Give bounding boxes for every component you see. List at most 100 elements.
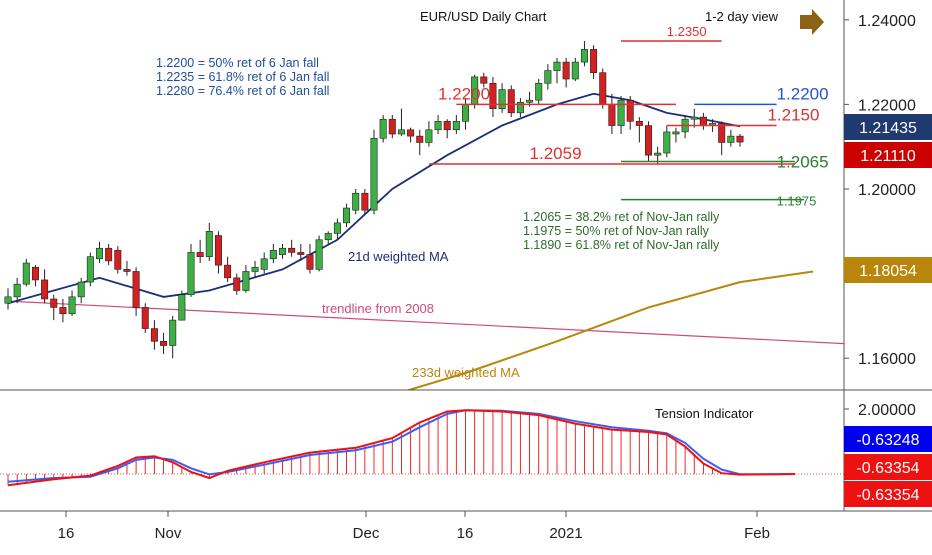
candle-body xyxy=(141,307,149,329)
candle xyxy=(233,273,241,295)
ma-233d-line xyxy=(405,270,814,390)
candle xyxy=(205,222,213,261)
x-tick-label: Feb xyxy=(744,525,770,542)
candle xyxy=(242,265,250,293)
candle-body xyxy=(590,49,598,73)
candle-body xyxy=(526,99,534,103)
candle-body xyxy=(315,239,323,270)
candle-body xyxy=(123,269,131,272)
level-label: 1.2200 xyxy=(438,84,490,103)
level-label: 1.2150 xyxy=(767,106,819,125)
candle-body xyxy=(77,281,85,298)
chart-title: EUR/USD Daily Chart xyxy=(420,9,547,24)
candle xyxy=(306,243,314,274)
candle xyxy=(352,189,360,215)
candle xyxy=(278,243,286,259)
candle-body xyxy=(4,296,12,304)
level-label: 1.2065 xyxy=(777,153,829,172)
candle-body xyxy=(178,294,186,321)
x-tick-label: Nov xyxy=(155,525,182,542)
candle-body xyxy=(416,135,424,143)
indicator-layer xyxy=(0,409,844,487)
price-badge: -0.63354 xyxy=(844,481,932,507)
candle-body xyxy=(397,129,405,135)
candle-body xyxy=(407,129,415,137)
candle-body xyxy=(242,271,250,291)
price-badge-text: 1.18054 xyxy=(859,263,917,280)
candle xyxy=(96,241,104,264)
indicator-blue-line xyxy=(7,409,795,483)
candle-body xyxy=(352,192,360,211)
view-label: 1-2 day view xyxy=(705,9,779,24)
candle xyxy=(31,265,39,287)
candle xyxy=(617,95,625,135)
candle xyxy=(160,332,168,354)
candle xyxy=(260,252,268,274)
levels-layer: 1.2350 1.2200 1.2200 1.2150 1.2059 1.2065 1.19… xyxy=(428,24,829,209)
candle-body xyxy=(626,99,634,122)
candle-body xyxy=(214,235,222,266)
candle-body xyxy=(50,298,58,308)
candle-body xyxy=(150,328,158,342)
candle xyxy=(727,129,735,147)
price-badge-bg xyxy=(844,257,932,283)
candle xyxy=(68,290,76,316)
candle xyxy=(297,243,305,261)
candle-body xyxy=(379,118,387,139)
candle-body xyxy=(434,121,442,131)
candle xyxy=(50,294,58,321)
candle xyxy=(343,203,351,228)
axes-layer: 1.24000 1.22000 1.20000 1.16000 2.00000 16 Nov… xyxy=(0,0,932,542)
ma-233d-label: 233d weighted MA xyxy=(412,365,520,380)
candle xyxy=(452,114,460,135)
labels-layer: trendline from 2008 21d weighted MA 233d w… xyxy=(156,9,932,507)
candle xyxy=(379,114,387,143)
candle xyxy=(123,260,131,276)
candle-body xyxy=(498,89,506,109)
price-tick-label: 1.22000 xyxy=(858,97,916,114)
candle-body xyxy=(617,99,625,126)
candle-body xyxy=(516,101,524,114)
candle xyxy=(132,267,140,316)
candle-body xyxy=(251,266,259,272)
candle xyxy=(59,298,67,323)
x-tick-label: 16 xyxy=(457,525,474,542)
candle xyxy=(86,252,94,287)
candle xyxy=(635,117,643,143)
candle xyxy=(590,45,598,80)
price-badge-text: -0.63354 xyxy=(856,460,919,477)
price-badge-text: 1.21435 xyxy=(859,120,917,137)
candle-body xyxy=(324,233,332,241)
price-badge-bg xyxy=(844,454,932,480)
price-badge: -0.63248 xyxy=(844,426,932,452)
candle-body xyxy=(443,121,451,131)
candle xyxy=(187,243,195,297)
candle xyxy=(626,95,634,130)
candle xyxy=(114,246,122,274)
candle xyxy=(699,112,707,130)
candle xyxy=(480,72,488,88)
candle xyxy=(77,277,85,304)
candle-body xyxy=(68,296,76,315)
candle xyxy=(434,114,442,135)
candle xyxy=(224,256,232,283)
price-badge: -0.63354 xyxy=(844,454,932,480)
fib-annotation-jan: 1.2280 = 76.4% ret of 6 Jan fall xyxy=(156,84,329,98)
candle xyxy=(370,129,378,215)
level-label: 1.2059 xyxy=(530,144,582,163)
candle xyxy=(498,83,506,113)
candle xyxy=(507,85,515,118)
candle-body xyxy=(489,82,497,109)
price-badge: 1.21435 xyxy=(844,114,932,140)
level-label: 1.2200 xyxy=(777,84,829,103)
candle-body xyxy=(635,121,643,126)
candle xyxy=(571,57,579,82)
candle-body xyxy=(105,247,113,262)
candle-body xyxy=(553,61,561,71)
candle xyxy=(105,243,113,266)
candle xyxy=(269,243,277,264)
candle-body xyxy=(690,116,698,120)
candle xyxy=(333,218,341,240)
candle xyxy=(489,76,497,118)
